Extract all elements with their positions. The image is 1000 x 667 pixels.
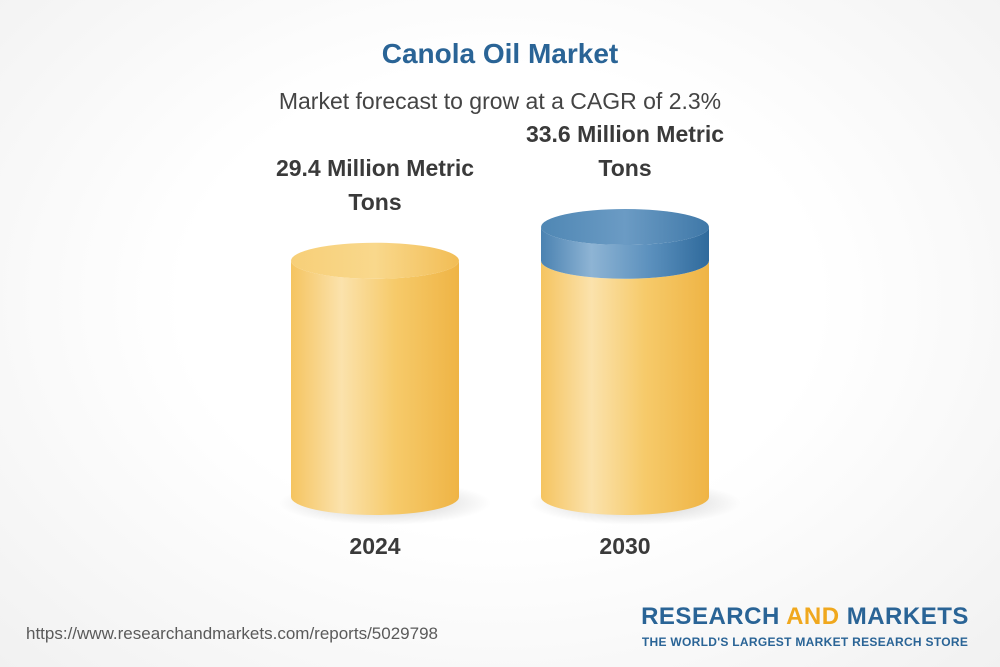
data-label-line: Tons	[348, 188, 402, 215]
chart-title: Canola Oil Market	[381, 38, 619, 69]
source-url[interactable]: https://www.researchandmarkets.com/repor…	[26, 624, 438, 643]
bar-base-segment	[541, 260, 709, 515]
x-tick-label-2030: 2030	[599, 533, 651, 559]
logo-word-and: AND	[786, 603, 840, 630]
bar-top-cap	[291, 242, 459, 279]
brand-logo[interactable]: RESEARCH AND MARKETS THE WORLD'S LARGEST…	[630, 603, 980, 649]
logo-word-markets: MARKETS	[846, 603, 969, 630]
bar-2030	[529, 209, 741, 525]
bar-growth-segment	[541, 227, 709, 279]
x-tick-label-2024: 2024	[349, 533, 401, 559]
data-label-line: Tons	[598, 155, 652, 181]
logo-wordmark: RESEARCH AND MARKETS	[630, 603, 980, 631]
data-label-2030: 33.6 Million Metric Tons	[495, 117, 755, 185]
logo-word-research: RESEARCH	[641, 603, 780, 630]
logo-tagline: THE WORLD'S LARGEST MARKET RESEARCH STOR…	[641, 635, 969, 649]
data-label-line: 33.6 Million Metric	[525, 121, 725, 147]
bars-layer	[279, 209, 741, 525]
chart-subtitle: Market forecast to grow at a CAGR of 2.3…	[278, 88, 722, 114]
bar-body	[291, 260, 459, 515]
bar-growth-top-cap	[541, 209, 709, 245]
data-label-2024: 29.4 Million Metric Tons	[245, 151, 505, 219]
bar-2024	[279, 242, 491, 525]
data-label-line: 29.4 Million Metric	[275, 154, 475, 181]
